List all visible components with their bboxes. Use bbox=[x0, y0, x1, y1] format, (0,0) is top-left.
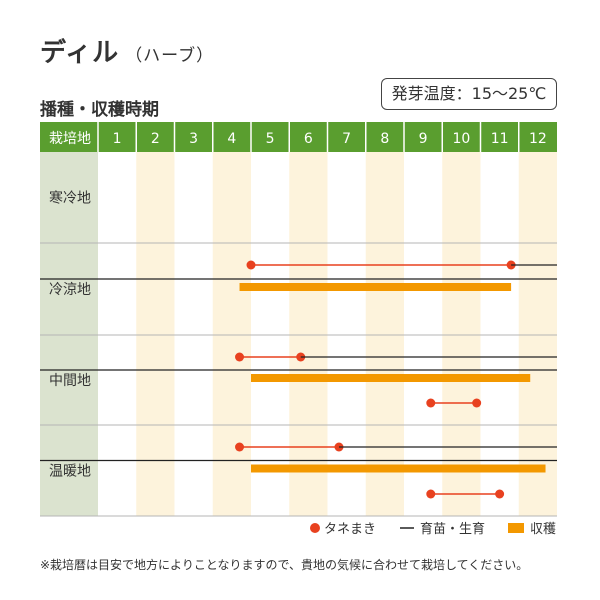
header-corner-label: 栽培地 bbox=[49, 131, 91, 147]
month-label-2: 2 bbox=[151, 131, 160, 147]
legend-harvest-icon bbox=[508, 523, 524, 533]
header-bar bbox=[40, 122, 557, 152]
region-label-1: 冷涼地 bbox=[49, 282, 91, 298]
section-title: 播種・収穫時期 bbox=[40, 100, 159, 120]
month-stripe bbox=[212, 152, 251, 516]
month-stripe bbox=[136, 152, 175, 516]
month-stripe bbox=[518, 152, 557, 516]
month-label-9: 9 bbox=[419, 131, 428, 147]
month-label-3: 3 bbox=[189, 131, 198, 147]
harvest-bar bbox=[251, 464, 546, 473]
region-label-0: 寒冷地 bbox=[49, 190, 91, 207]
harvest-bar bbox=[239, 283, 512, 291]
month-label-7: 7 bbox=[342, 131, 351, 147]
month-label-4: 4 bbox=[227, 131, 236, 147]
footnote: ※栽培暦は目安で地方によりことなりますので、貴地の気候に合わせて栽培してください… bbox=[40, 558, 529, 572]
month-label-12: 12 bbox=[529, 131, 547, 147]
sowing-dot bbox=[506, 260, 516, 270]
month-stripe bbox=[365, 152, 404, 516]
page-title: ディル （ハーブ） bbox=[40, 32, 214, 69]
crop-subtitle: （ハーブ） bbox=[125, 46, 215, 66]
germination-temperature-badge: 発芽温度：15〜25℃ bbox=[381, 78, 557, 110]
sowing-dot bbox=[235, 442, 245, 452]
month-label-11: 11 bbox=[491, 131, 509, 147]
sowing-dot bbox=[235, 352, 245, 362]
crop-name: ディル bbox=[40, 38, 120, 68]
month-label-10: 10 bbox=[452, 131, 470, 147]
sowing-dot bbox=[495, 489, 505, 499]
month-stripe bbox=[442, 152, 481, 516]
sowing-dot bbox=[246, 260, 256, 270]
legend-sowing-icon bbox=[310, 523, 320, 533]
sowing-dot bbox=[472, 398, 482, 408]
sowing-dot bbox=[426, 398, 436, 408]
month-label-5: 5 bbox=[266, 131, 275, 147]
legend-harvest-label: 収穫 bbox=[530, 522, 556, 537]
month-stripe bbox=[289, 152, 328, 516]
region-label-2: 中間地 bbox=[49, 373, 91, 389]
month-label-8: 8 bbox=[380, 131, 389, 147]
legend-growing-label: 育苗・生育 bbox=[420, 521, 485, 537]
region-column-bg bbox=[40, 152, 98, 516]
harvest-bar bbox=[251, 374, 531, 382]
sowing-dot bbox=[426, 489, 436, 499]
month-label-1: 1 bbox=[113, 131, 122, 147]
region-label-3: 温暖地 bbox=[49, 464, 91, 480]
legend-sowing-label: タネまき bbox=[324, 522, 376, 537]
month-label-6: 6 bbox=[304, 131, 313, 147]
